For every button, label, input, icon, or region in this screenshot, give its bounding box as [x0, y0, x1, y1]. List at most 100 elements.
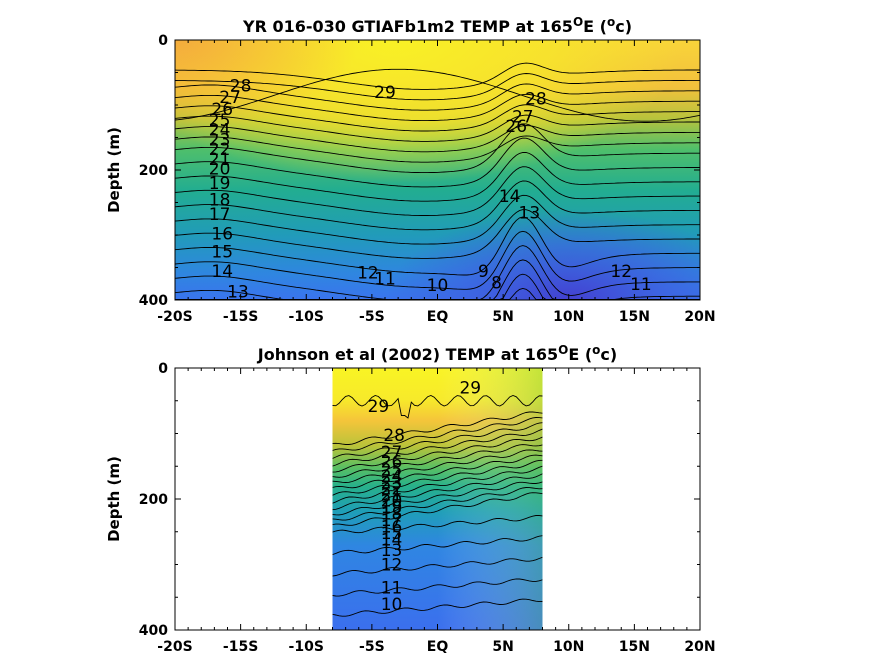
contour-label: 21 [381, 485, 403, 505]
chart-title: YR 016-030 GTIAFb1m2 TEMP at 165OE (oc) [242, 15, 632, 36]
contour-label: 20 [381, 491, 403, 511]
contour-label: 25 [209, 111, 231, 131]
axes: -20S -15S -10S -5S EQ 5N 10N 15N 20N 0 200 400 [139, 33, 716, 325]
contour-label: 29 [374, 83, 396, 103]
contour-label: 11 [381, 578, 403, 598]
contour-18 [332, 473, 543, 511]
contour-15 [332, 492, 543, 526]
contour-label: 26 [381, 453, 403, 473]
contour-label: 24 [209, 121, 231, 141]
contour-16 [175, 180, 700, 231]
contour-label: 8 [491, 273, 502, 293]
contour-label: 15 [381, 524, 403, 544]
contour-label: 28 [230, 77, 252, 97]
panel-model: -20S -15S -10S -5S EQ 5N 10N 15N 20N 0 200 400 29 28… [105, 15, 716, 325]
x-tick-label: EQ [427, 309, 449, 325]
contour-14 [332, 515, 543, 534]
contour-label: 13 [381, 541, 403, 561]
contour-23 [332, 444, 543, 478]
contour-label: 26 [505, 117, 527, 137]
contour-27 [175, 73, 700, 101]
contour-23 [175, 114, 700, 142]
contour-label: 20 [209, 160, 231, 180]
x-tick-label: 5N [492, 639, 513, 655]
x-tick-label: 15N [619, 309, 650, 325]
contour-13 [332, 535, 543, 556]
contour-label: 16 [211, 225, 233, 245]
contour-20 [332, 459, 543, 496]
x-tick-label: -5S [359, 639, 385, 655]
y-tick-label: 400 [139, 623, 168, 639]
contour-label: 23 [209, 130, 231, 150]
contour-label: 19 [381, 498, 403, 518]
contour-18 [175, 151, 700, 202]
thermocline-tilt-shading [332, 368, 543, 630]
contour-label: 26 [211, 100, 233, 120]
contour-label: 10 [381, 595, 403, 615]
contour-28 [332, 411, 543, 445]
y-axis-label: Depth (m) [105, 456, 123, 542]
x-tick-label: 10N [553, 639, 584, 655]
contour-label: 10 [427, 276, 449, 296]
x-tick-label: 15N [619, 639, 650, 655]
contour-12 [175, 230, 700, 290]
contour-label: 22 [381, 480, 403, 500]
contour-19 [332, 465, 543, 504]
contour-label: 19 [209, 174, 231, 194]
x-tick-label: 5N [492, 309, 513, 325]
contour-label: 23 [381, 474, 403, 494]
x-tick-label: -15S [223, 639, 258, 655]
contour-label: 17 [209, 205, 231, 225]
contour-11 [332, 578, 543, 597]
contour-20 [175, 123, 700, 174]
contour-label: 18 [381, 504, 403, 524]
y-tick-label: 200 [139, 163, 168, 179]
contour-12 [332, 556, 543, 577]
chart-title: Johnson et al (2002) TEMP at 165OE (oc) [257, 343, 617, 364]
axes: -20S -15S -10S -5S EQ 5N 10N 15N 20N 0 200 400 [139, 361, 716, 655]
contour-label: 17 [381, 511, 403, 531]
contour-15 [175, 194, 700, 245]
contour-22 [175, 125, 700, 153]
x-tick-label: -15S [223, 309, 258, 325]
x-tick-label: -10S [289, 309, 324, 325]
contour-label: 13 [519, 203, 541, 223]
x-tick-label: 10N [553, 309, 584, 325]
contour-label: 16 [381, 518, 403, 538]
contour-17 [332, 481, 543, 516]
x-tick-label: -10S [289, 639, 324, 655]
contour-13 [175, 216, 700, 276]
contour-label: 12 [610, 262, 632, 282]
contour-10 [332, 598, 543, 617]
contour-29 [332, 395, 543, 419]
contour-label: 21 [209, 150, 231, 170]
y-tick-label: 0 [158, 33, 168, 49]
contour-28 [175, 62, 700, 90]
contour-24 [332, 436, 543, 473]
contour-label: 29 [368, 397, 390, 417]
contour-27 [332, 417, 543, 451]
contour-label: 14 [381, 531, 403, 551]
contour-17 [175, 166, 700, 216]
contour-label: 24 [381, 467, 403, 487]
contour-label: 14 [499, 187, 521, 207]
x-tick-label: -20S [157, 309, 192, 325]
contour-label: 28 [383, 426, 405, 446]
contour-lines [332, 395, 543, 617]
contour-label: 27 [381, 443, 403, 463]
contour-label: 29 [459, 379, 481, 399]
contour-label: 28 [525, 90, 547, 110]
contour-26 [332, 422, 543, 459]
contour-lines [175, 62, 700, 300]
contour-label: 15 [211, 242, 233, 262]
contour-label: 12 [357, 264, 379, 284]
contour-16 [332, 487, 543, 521]
contour-label: 18 [209, 190, 231, 210]
contour-22 [332, 449, 543, 483]
y-tick-label: 0 [158, 361, 168, 377]
contour-label: 27 [512, 108, 534, 128]
contour-label: 11 [630, 275, 652, 295]
